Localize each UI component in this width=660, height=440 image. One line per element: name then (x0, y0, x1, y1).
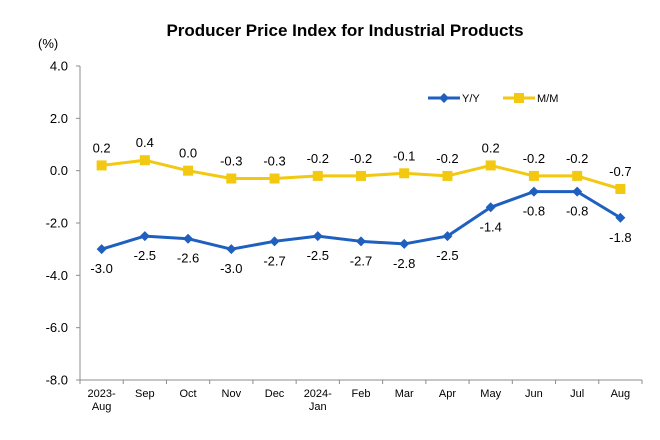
x-tick-label: May (480, 388, 501, 400)
point-yy (226, 244, 237, 255)
y-tick-label: -4.0 (46, 268, 68, 283)
point-yy (269, 236, 280, 247)
data-label-mm: -0.2 (307, 151, 329, 166)
data-label-yy: -2.5 (134, 248, 156, 263)
point-yy (399, 238, 410, 249)
point-mm (442, 170, 453, 181)
x-tick-label: Nov (222, 388, 242, 400)
point-mm (183, 165, 194, 176)
point-yy (96, 244, 107, 255)
data-label-yy: -0.8 (523, 204, 545, 219)
y-tick-label: -2.0 (46, 216, 68, 231)
data-label-yy: -3.0 (90, 261, 112, 276)
data-label-yy: -1.4 (479, 219, 501, 234)
series-layer: -3.0 -2.5 -2.6 -3.0 -2.7 -2.5 -2.7 -2.8 -2.5 -1.4… (90, 135, 631, 276)
point-mm (528, 170, 539, 181)
point-mm (269, 173, 280, 184)
point-yy (312, 231, 323, 242)
point-yy (356, 236, 366, 247)
data-label-mm: 0.2 (482, 140, 500, 155)
point-mm (485, 160, 496, 171)
y-tick-label: 4.0 (50, 59, 68, 74)
data-label-mm: -0.2 (350, 151, 372, 166)
point-yy (615, 212, 626, 223)
x-tick-label: Apr (439, 388, 456, 400)
data-label-yy: -2.5 (307, 248, 329, 263)
point-yy (442, 231, 453, 242)
legend-item-mm: M/M (503, 93, 558, 105)
data-label-yy: -0.8 (566, 204, 588, 219)
data-label-mm: -0.1 (393, 148, 415, 163)
legend: Y/Y M/M (428, 93, 558, 105)
legend-marker-yy (439, 93, 449, 103)
data-label-mm: -0.2 (566, 151, 588, 166)
data-label-mm: 0.0 (179, 146, 197, 161)
point-mm (399, 168, 410, 179)
data-label-mm: 0.2 (93, 140, 111, 155)
data-label-mm: -0.2 (523, 151, 545, 166)
x-tick-label: Jul (570, 388, 584, 400)
point-mm (139, 155, 150, 166)
point-mm (226, 173, 237, 184)
data-label-yy: -2.6 (177, 251, 199, 266)
x-tick-label: Mar (395, 388, 414, 400)
x-tick-label: Oct (180, 388, 197, 400)
data-label-yy: -2.7 (350, 253, 372, 268)
series-yy: -3.0 -2.5 -2.6 -3.0 -2.7 -2.5 -2.7 -2.8 -2.5 -1.4… (90, 186, 632, 276)
data-label-mm: -0.3 (220, 154, 242, 169)
series-mm: 0.2 0.4 0.0 -0.3 -0.3 -0.2 -0.2 -0.1 -0.2 0.2 -0.2… (93, 135, 632, 194)
legend-label-mm: M/M (537, 93, 558, 105)
data-label-mm: -0.7 (609, 164, 631, 179)
point-mm (572, 170, 583, 181)
legend-label-yy: Y/Y (462, 93, 480, 105)
point-mm (312, 170, 323, 181)
legend-item-yy: Y/Y (428, 93, 480, 105)
data-label-yy: -2.8 (393, 256, 415, 271)
legend-marker-mm (514, 93, 524, 103)
data-label-mm: 0.4 (136, 135, 154, 150)
data-label-yy: -2.7 (263, 253, 285, 268)
x-tick-label: Dec (265, 388, 285, 400)
point-yy (183, 233, 194, 244)
data-label-mm: -0.3 (263, 154, 285, 169)
y-tick-label: 0.0 (50, 163, 68, 178)
point-mm (615, 183, 626, 194)
axes (79, 66, 642, 381)
y-unit-label: (%) (38, 36, 58, 51)
x-tick-label: Feb (352, 388, 371, 400)
x-tick-label: 2023-Aug (88, 388, 116, 413)
x-tick-label: Aug (611, 388, 631, 400)
y-tick-labels: 4.0 2.0 0.0 -2.0 -4.0 -6.0 -8.0 (46, 59, 80, 388)
x-tick-label: Jun (525, 388, 543, 400)
point-mm (96, 160, 107, 171)
y-tick-label: -6.0 (46, 320, 68, 335)
data-label-yy: -3.0 (220, 261, 242, 276)
chart-title: Producer Price Index for Industrial Prod… (166, 21, 523, 40)
data-label-mm: -0.2 (436, 151, 458, 166)
data-label-yy: -1.8 (609, 230, 631, 245)
point-mm (356, 170, 366, 181)
point-yy (139, 231, 150, 242)
x-tick-label: Sep (135, 388, 155, 400)
x-tick-labels: 2023-Aug Sep Oct Nov Dec 2024-Jan Feb Mar Apr May… (79, 380, 643, 413)
data-label-yy: -2.5 (436, 248, 458, 263)
x-tick-label: 2024-Jan (304, 388, 332, 413)
point-yy (572, 186, 583, 197)
point-yy (485, 202, 496, 213)
point-yy (528, 186, 539, 197)
y-tick-label: 2.0 (50, 111, 68, 126)
y-tick-label: -8.0 (46, 373, 68, 388)
